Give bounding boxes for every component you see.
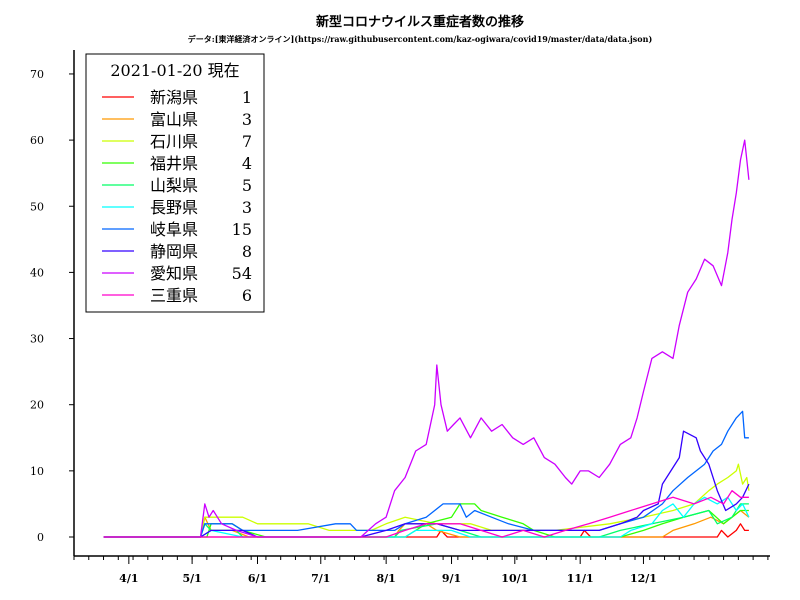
y-tick-label: 30 [30,333,44,346]
x-tick-label: 8/1 [376,572,395,585]
series-line [103,410,749,538]
x-tick-label: 4/1 [119,572,138,585]
legend-item: 静岡県 8 [102,242,252,261]
y-tick-label: 0 [37,531,44,544]
y-tick-label: 10 [30,465,44,478]
series-lines [103,139,750,538]
legend-label: 新潟県 [150,88,198,107]
legend-value: 1 [242,88,252,107]
legend-label: 愛知県 [150,264,198,283]
y-tick-label: 50 [30,200,44,213]
legend-value: 15 [232,220,252,239]
y-tick-label: 60 [30,134,44,147]
legend-item: 岐阜県 15 [102,220,252,239]
legend-item: 長野県 3 [102,198,252,217]
legend-value: 3 [242,110,252,129]
chart-subtitle: データ:[東洋経済オンライン](https://raw.githubuserco… [188,34,653,44]
legend-label: 富山県 [150,110,198,129]
legend-item: 山梨県 5 [102,176,252,195]
x-tick-label: 11/1 [567,572,594,585]
legend-label: 静岡県 [150,242,198,261]
chart-title: 新型コロナウイルス重症者数の推移 [316,14,524,30]
legend-item: 福井県 4 [102,154,252,173]
legend-label: 三重県 [150,286,198,305]
series-line [103,490,749,538]
legend-value: 8 [242,242,252,261]
legend-item: 石川県 7 [102,132,252,151]
legend-item: 新潟県 1 [102,88,252,107]
legend-label: 山梨県 [150,176,198,195]
legend-label: 石川県 [150,132,198,151]
legend: 2021-01-20 現在 新潟県 1 富山県 3 石川県 7 福井県 4 山梨県 5 長野県 3 岐阜… [85,53,265,313]
legend-value: 5 [242,176,252,195]
y-tick-label: 20 [30,399,44,412]
legend-label: 岐阜県 [150,220,198,239]
series-line [103,139,750,538]
legend-value: 54 [232,264,252,283]
x-tick-label: 10/1 [501,572,528,585]
x-tick-label: 6/1 [248,572,267,585]
x-tick-label: 5/1 [182,572,201,585]
legend-value: 3 [242,198,252,217]
legend-value: 4 [242,154,252,173]
axes: 0 10 20 30 40 50 60 70 4/1 5/1 6/1 7/1 8/1 9/1 10/1 11/… [30,50,770,585]
legend-label: 福井県 [150,154,198,173]
series-line [103,503,749,538]
x-tick-label: 9/1 [442,572,461,585]
legend-items: 新潟県 1 富山県 3 石川県 7 福井県 4 山梨県 5 長野県 3 岐阜県 15 静岡県 8 愛知県 54 三重… [102,88,252,305]
legend-item: 富山県 3 [102,110,252,129]
legend-item: 愛知県 54 [102,264,252,283]
legend-value: 6 [242,286,252,305]
legend-item: 三重県 6 [102,286,252,305]
legend-title: 2021-01-20 現在 [110,61,239,80]
x-tick-label: 12/1 [630,572,657,585]
legend-value: 7 [242,132,252,151]
legend-label: 長野県 [150,198,198,217]
x-tick-label: 7/1 [311,572,330,585]
series-line [103,503,749,538]
y-tick-label: 40 [30,266,44,279]
y-tick-label: 70 [30,68,44,81]
